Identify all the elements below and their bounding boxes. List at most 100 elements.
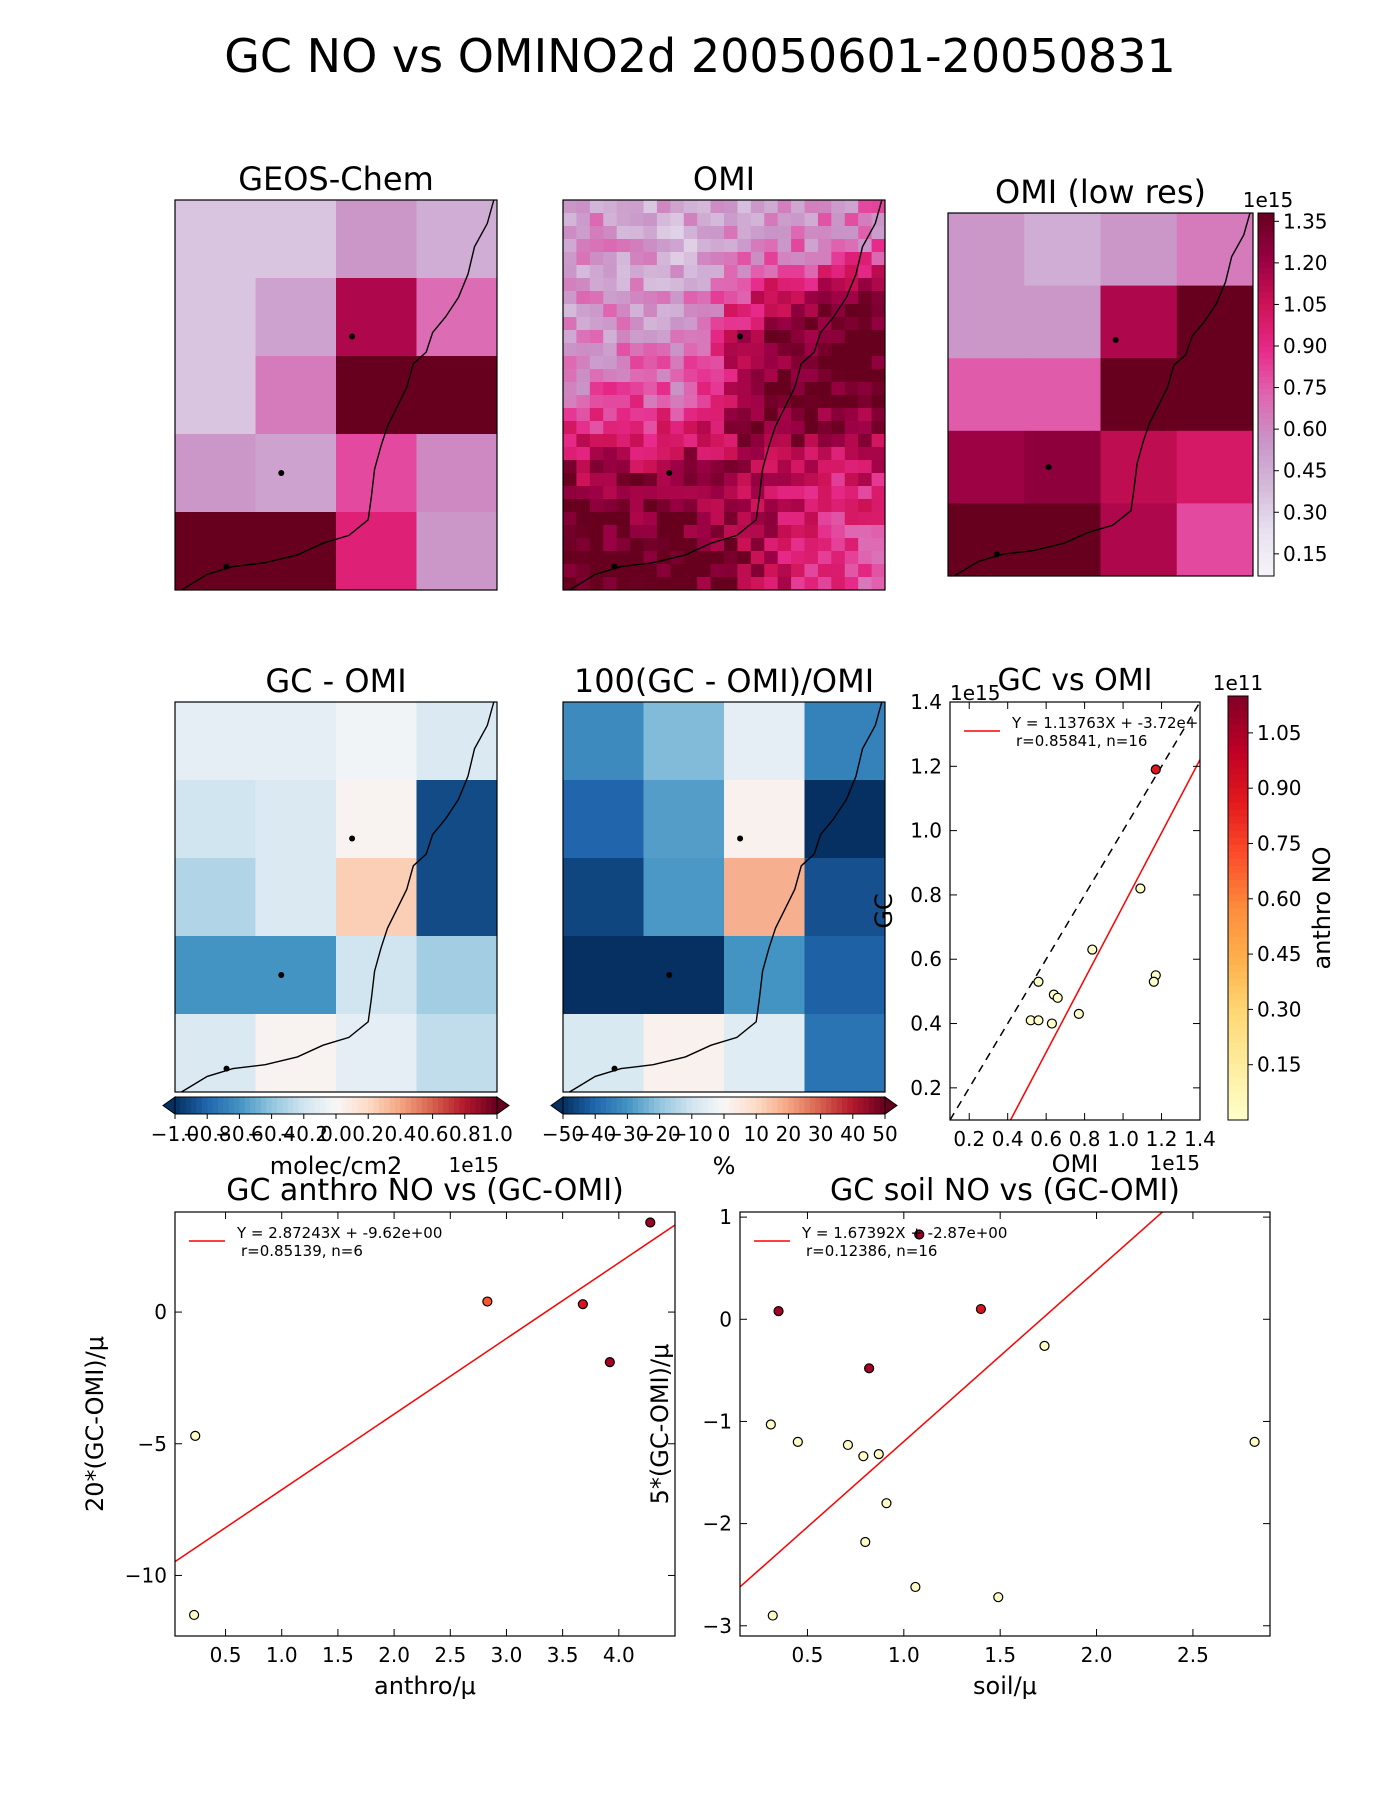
colorbar-segment xyxy=(734,1097,741,1114)
map-cell xyxy=(589,512,604,526)
map-cell xyxy=(630,473,644,487)
map-cell xyxy=(777,486,792,500)
map-cell xyxy=(777,239,792,253)
map-cell xyxy=(750,512,765,526)
map-cell xyxy=(724,382,738,396)
map-cell xyxy=(844,499,859,513)
map-cell xyxy=(871,265,886,279)
x-tick-label: 1.0 xyxy=(888,1643,920,1667)
map-cell xyxy=(630,369,644,383)
map-title: OMI xyxy=(693,160,755,198)
colorbar-segment xyxy=(212,1097,219,1114)
map-cell xyxy=(656,317,671,331)
colorbar-segment xyxy=(1258,442,1274,450)
map-cell xyxy=(670,577,685,591)
colorbar-segment xyxy=(648,1097,655,1114)
map-cell xyxy=(670,278,685,292)
x-tick-label: 2.5 xyxy=(1177,1643,1209,1667)
map-cell xyxy=(817,395,832,409)
map-cell xyxy=(724,1014,805,1093)
colorbar-segment xyxy=(1228,1112,1248,1121)
colorbar-segment xyxy=(1258,285,1274,293)
map-cell xyxy=(724,291,738,305)
colorbar-segment xyxy=(1258,461,1274,468)
map-cell xyxy=(416,780,498,859)
map-cell xyxy=(750,317,765,331)
map-cell xyxy=(643,291,658,305)
map-cell xyxy=(737,434,752,448)
colorbar-segment xyxy=(421,1097,428,1114)
colorbar-segment xyxy=(1258,527,1274,535)
map-cell xyxy=(737,551,752,565)
map-cell xyxy=(724,525,738,539)
map-cell xyxy=(576,343,591,357)
map-cell xyxy=(724,499,738,513)
colorbar-segment xyxy=(486,1097,493,1114)
x-tick-label: 0.5 xyxy=(792,1643,824,1667)
colorbar-segment xyxy=(1228,738,1248,746)
map-cell xyxy=(670,434,685,448)
data-point xyxy=(1033,976,1044,987)
map-cell xyxy=(777,395,792,409)
map-cell xyxy=(589,538,604,552)
y-tick-label: 0.6 xyxy=(910,947,942,971)
map-cell xyxy=(683,226,698,240)
map-cell xyxy=(858,499,873,513)
map-cell xyxy=(804,486,819,500)
map-cell xyxy=(737,395,752,409)
x-tick-label: 2.0 xyxy=(378,1643,410,1667)
map-cell xyxy=(175,434,256,513)
soil-scatter-panel: 0.5 1.0 1.5 2.0 2.5 −3 −2 −1 0 1 GC soil NO vs (GC… xyxy=(646,1173,1271,1700)
map-cell xyxy=(831,330,846,344)
map-cell xyxy=(871,447,886,461)
colorbar-segment xyxy=(664,1097,671,1114)
map-cell xyxy=(656,460,671,474)
map-cell xyxy=(656,356,671,370)
data-point xyxy=(993,1592,1004,1603)
colorbar-tick-label: 0.75 xyxy=(1283,376,1328,400)
map-cell xyxy=(831,538,846,552)
colorbar-segment xyxy=(579,1097,585,1114)
map-cell xyxy=(724,265,738,279)
map-cell xyxy=(831,382,846,396)
data-point xyxy=(189,1609,200,1621)
colorbar-segment xyxy=(1228,886,1248,895)
map-cell xyxy=(683,278,698,292)
map-cell xyxy=(656,486,671,500)
colorbar-segment xyxy=(1228,950,1248,958)
colorbar-segment xyxy=(491,1097,498,1114)
map-cell xyxy=(777,317,792,331)
map-cell xyxy=(670,460,685,474)
map-cell xyxy=(563,252,577,266)
map-cell xyxy=(750,551,765,565)
map-cell xyxy=(724,252,738,266)
colorbar-segment xyxy=(1258,297,1274,305)
y-tick-label: 1.4 xyxy=(910,690,942,714)
colorbar-segment xyxy=(1258,557,1274,565)
map-cell xyxy=(724,447,738,461)
map-cell xyxy=(670,395,685,409)
map-cell xyxy=(563,265,577,279)
map-cell xyxy=(563,473,577,487)
map-cell xyxy=(563,460,577,474)
colorbar-segment xyxy=(373,1097,380,1114)
map-cell xyxy=(724,858,805,937)
map-cell xyxy=(683,460,698,474)
map-cell xyxy=(603,460,618,474)
map-cell xyxy=(336,434,417,513)
map-cell xyxy=(710,343,725,357)
data-point xyxy=(190,1430,201,1441)
colorbar-segment xyxy=(589,1097,596,1114)
colorbar-segment xyxy=(1258,515,1274,523)
colorbar-segment xyxy=(1228,992,1248,1001)
colorbar-segment xyxy=(437,1097,444,1114)
colorbar-segment xyxy=(627,1097,634,1114)
map-cell xyxy=(603,473,618,487)
map-cell xyxy=(416,858,498,937)
map-cell xyxy=(576,369,591,383)
colorbar-segment xyxy=(314,1097,321,1114)
colorbar-segment xyxy=(1258,418,1274,426)
x-tick-label: 1.0 xyxy=(1107,1127,1139,1151)
map-cell xyxy=(563,538,577,552)
colorbar-segment xyxy=(772,1097,779,1114)
